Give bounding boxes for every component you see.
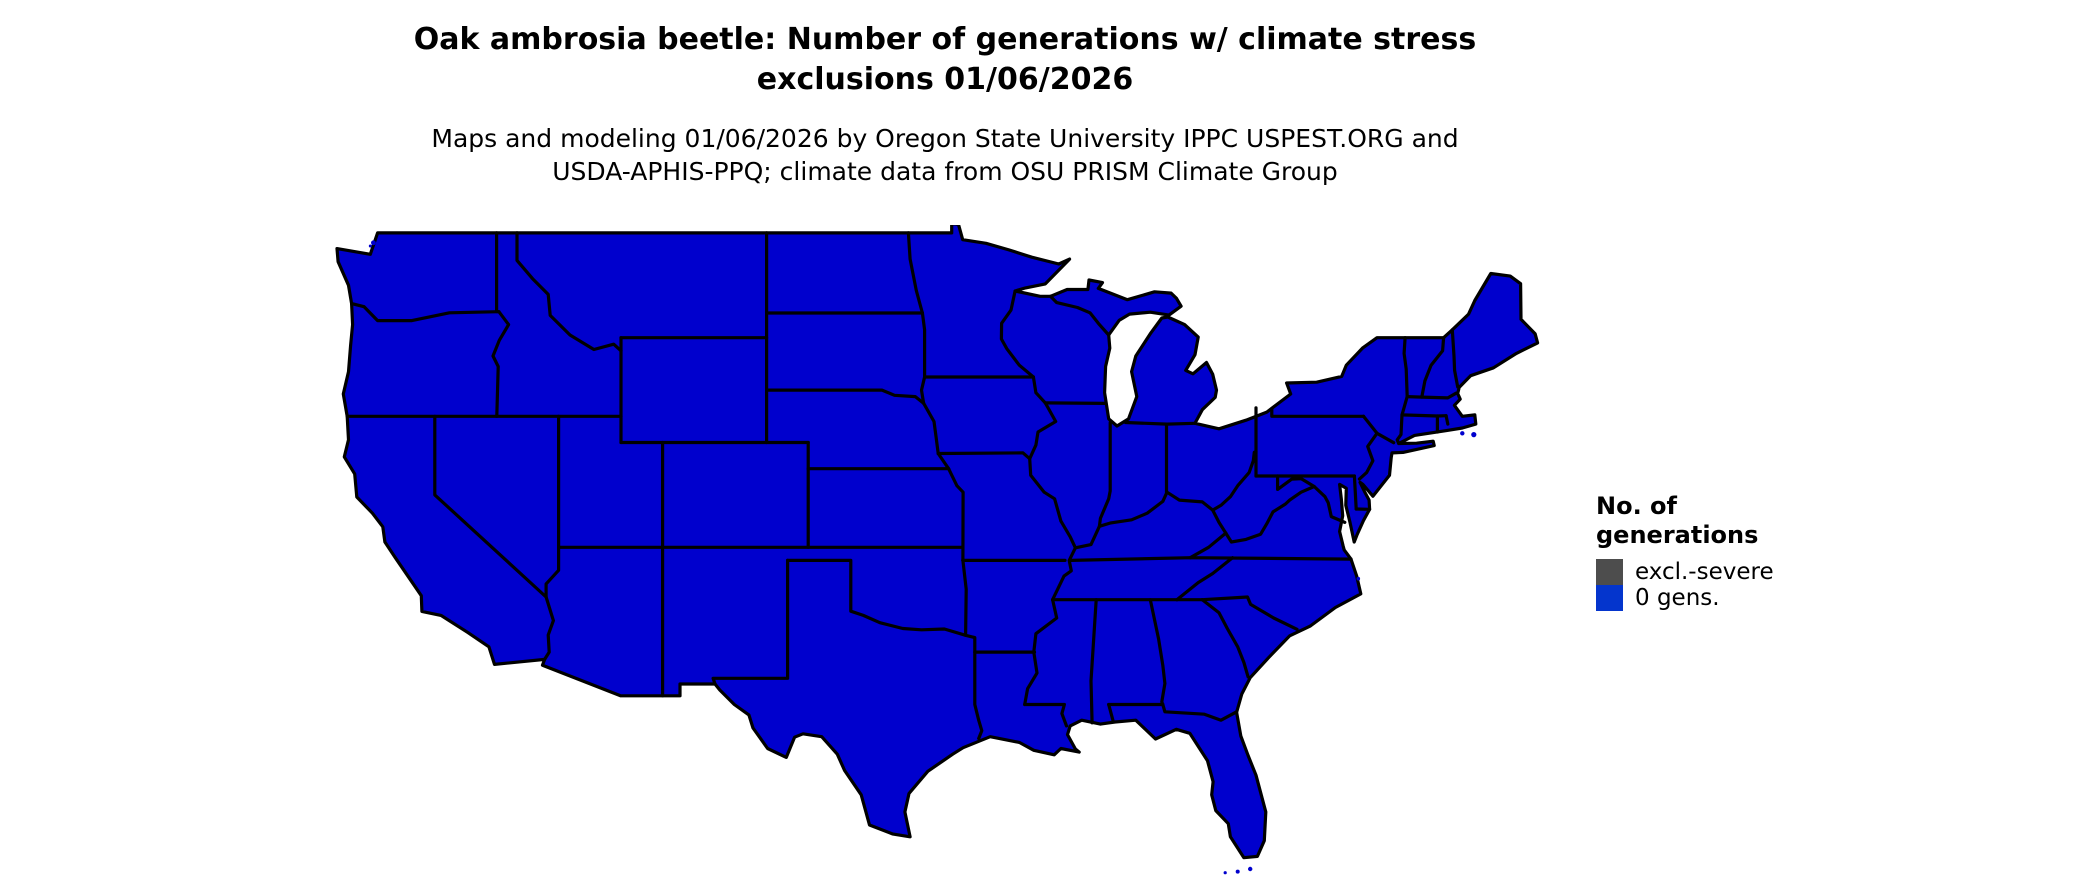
subtitle-line-2: USDA-APHIS-PPQ; climate data from OSU PR… (552, 157, 1338, 186)
legend-label-zero-gens: 0 gens. (1635, 585, 1720, 611)
title-line-2: exclusions 01/06/2026 (756, 62, 1134, 97)
legend-swatch-excl-severe (1596, 559, 1623, 585)
land-area (335, 221, 1540, 860)
small-islands (368, 240, 1477, 875)
title-line-1: Oak ambrosia beetle: Number of generatio… (413, 22, 1477, 57)
page-title: Oak ambrosia beetle: Number of generatio… (395, 20, 1495, 100)
map-legend: No. of generations excl.-severe 0 gens. (1596, 492, 1774, 611)
legend-label-excl-severe: excl.-severe (1635, 559, 1774, 585)
legend-title-line-1: No. of (1596, 492, 1677, 520)
state-borders (345, 231, 1460, 741)
legend-item-zero-gens: 0 gens. (1596, 585, 1774, 611)
legend-title-line-2: generations (1596, 521, 1759, 549)
legend-rows: excl.-severe 0 gens. (1596, 559, 1774, 611)
us-map-svg (335, 221, 1540, 875)
legend-title: No. of generations (1596, 492, 1774, 550)
us-map (310, 221, 1610, 885)
legend-swatch-zero-gens (1596, 585, 1623, 611)
subtitle-line-1: Maps and modeling 01/06/2026 by Oregon S… (431, 124, 1459, 153)
page-subtitle: Maps and modeling 01/06/2026 by Oregon S… (420, 122, 1470, 188)
legend-item-excl-severe: excl.-severe (1596, 559, 1774, 585)
